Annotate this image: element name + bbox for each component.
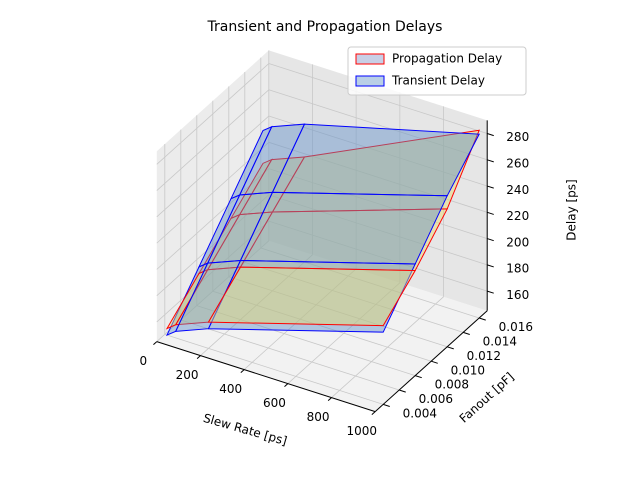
tick-mark xyxy=(487,211,494,215)
tick-mark xyxy=(399,389,406,393)
grid-line xyxy=(156,89,270,191)
y-tick-label: 0.014 xyxy=(483,335,517,349)
surface-patch xyxy=(207,266,417,327)
x-tick-label: 400 xyxy=(219,382,242,396)
x-axis-label: Slew Rate [ps] xyxy=(202,411,289,448)
z-tick-label: 180 xyxy=(506,262,529,276)
tick-mark xyxy=(487,159,494,163)
tick-mark xyxy=(487,264,494,268)
z-tick-label: 240 xyxy=(506,183,529,197)
y-tick-label: 0.008 xyxy=(435,378,469,392)
back-pane xyxy=(268,50,488,311)
z-tick-label: 280 xyxy=(506,130,529,144)
tick-mark xyxy=(487,185,494,189)
z-tick-label: 220 xyxy=(506,209,529,223)
x-tick-label: 200 xyxy=(176,368,199,382)
tick-mark xyxy=(284,383,289,387)
legend-patch xyxy=(355,53,385,65)
tick-mark xyxy=(447,346,454,350)
tick-mark xyxy=(431,360,438,364)
tick-mark xyxy=(371,411,376,415)
legend-label: Transient Delay xyxy=(391,74,485,88)
tick-mark xyxy=(240,369,245,373)
tick-mark xyxy=(196,355,201,359)
grid-line xyxy=(156,194,270,296)
grid-line xyxy=(268,89,488,161)
legend-box xyxy=(347,46,527,96)
surface-patch xyxy=(239,191,448,265)
tick-mark xyxy=(479,317,486,321)
tick-mark xyxy=(153,341,158,345)
grid-line xyxy=(196,305,416,376)
tick-mark xyxy=(383,403,390,407)
y-tick-label: 0.006 xyxy=(419,392,453,406)
x-tick-label: 800 xyxy=(307,410,330,424)
surface-patch xyxy=(271,123,480,197)
grid-line xyxy=(156,63,270,165)
y-axis-line xyxy=(374,310,488,412)
tick-mark xyxy=(463,331,470,335)
z-axis-label: Delay [ps] xyxy=(565,179,579,240)
grid-line xyxy=(268,115,488,187)
grid-line xyxy=(268,194,488,266)
grid-line xyxy=(164,334,384,405)
y-tick-label: 0.012 xyxy=(467,349,501,363)
z-tick-label: 160 xyxy=(506,288,529,302)
y-tick-label: 0.004 xyxy=(403,407,437,421)
tick-mark xyxy=(487,238,494,242)
tick-mark xyxy=(487,133,494,137)
tick-mark xyxy=(327,397,332,401)
grid-line xyxy=(156,142,270,244)
z-tick-label: 200 xyxy=(506,235,529,249)
x-tick-label: 1000 xyxy=(346,424,377,438)
legend-patch xyxy=(355,75,385,87)
y-tick-label: 0.010 xyxy=(451,363,485,377)
grid-line xyxy=(180,319,400,391)
surface-patch xyxy=(207,260,416,333)
grid-line xyxy=(268,168,488,239)
chart-title: Transient and Propagation Delays xyxy=(207,19,443,35)
legend-label: Propagation Delay xyxy=(392,52,502,66)
x-axis-line xyxy=(156,341,376,413)
tick-mark xyxy=(415,375,422,379)
grid-line xyxy=(260,247,480,319)
grid-line xyxy=(156,115,270,218)
y-tick-label: 0.016 xyxy=(499,320,533,334)
tick-mark xyxy=(487,290,494,294)
grid-line xyxy=(156,220,270,323)
grid-line xyxy=(212,290,432,362)
grid-line xyxy=(268,220,488,292)
grid-line xyxy=(244,262,464,333)
x-tick-label: 0 xyxy=(140,354,148,368)
grid-line xyxy=(268,63,488,134)
x-tick-label: 600 xyxy=(263,396,286,410)
z-tick-label: 260 xyxy=(506,156,529,170)
grid-line xyxy=(228,276,448,348)
